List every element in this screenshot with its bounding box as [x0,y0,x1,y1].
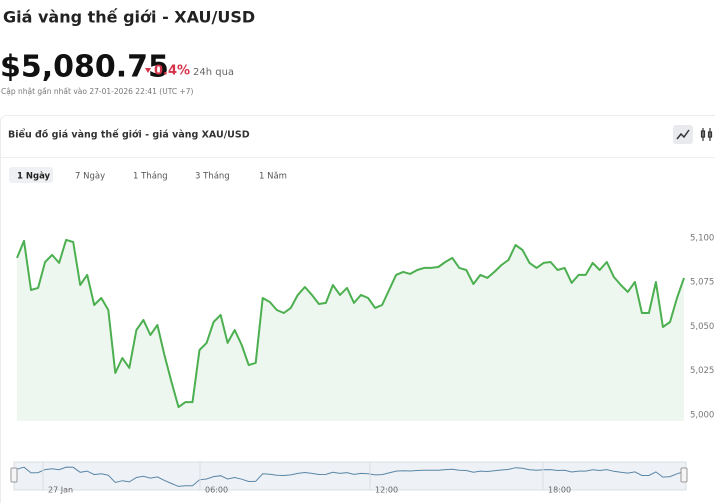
y-tick-label: 5,025 [690,366,714,376]
line-chart-button[interactable] [673,125,693,144]
navigator-label: 12:00 [375,486,398,495]
price-area [17,239,684,421]
y-tick-label: 5,075 [690,278,714,288]
y-tick-label: 5,000 [690,410,714,420]
y-tick-label: 5,050 [690,322,714,332]
range-tab[interactable]: 3 Tháng [195,172,230,182]
active-tab-bg [9,167,53,183]
navigator-label: 06:00 [205,486,228,495]
change: 0.4% [154,64,190,79]
page-title: Giá vàng thế giới - XAU/USD [3,8,255,27]
price: $5,080.75 [0,50,169,85]
range-tab[interactable]: 1 Ngày [17,172,51,182]
updated-time: Cập nhật gần nhất vào 27-01-2026 22:41 (… [1,87,194,96]
down-arrow [145,68,151,73]
range-tab[interactable]: 1 Năm [259,172,287,182]
price-line [16,238,685,408]
navigator-bg [13,461,687,491]
candle-chart-button[interactable] [700,128,713,141]
change-period: 24h qua [193,67,234,78]
navigator-line [16,466,685,487]
range-tab[interactable]: 1 Tháng [133,172,168,182]
navigator-handle[interactable] [680,467,688,483]
line-icon [676,129,690,140]
navigator-label: 27 Jan [48,486,73,495]
y-tick-label: 5,100 [690,233,714,243]
navigator-label: 18:00 [548,486,571,495]
navigator-handle[interactable] [10,467,18,483]
panel-title: Biểu đồ giá vàng thế giới - giá vàng XAU… [8,129,250,141]
range-tab[interactable]: 7 Ngày [75,172,105,182]
